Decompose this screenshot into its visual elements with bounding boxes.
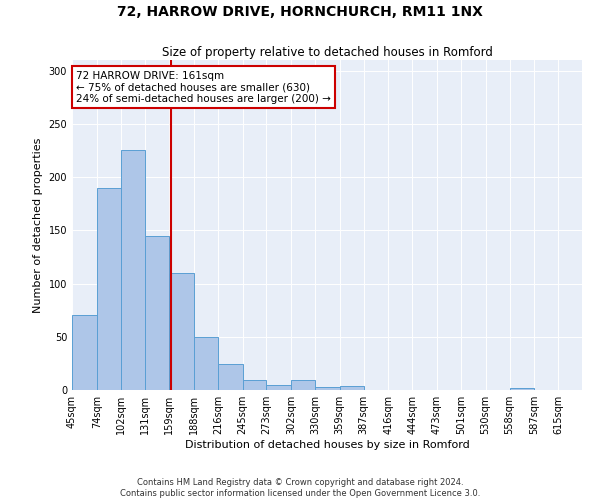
Bar	[315, 387, 340, 390]
Bar	[194, 337, 218, 390]
Text: Contains HM Land Registry data © Crown copyright and database right 2024.
Contai: Contains HM Land Registry data © Crown c…	[120, 478, 480, 498]
Bar	[121, 150, 145, 390]
Y-axis label: Number of detached properties: Number of detached properties	[33, 138, 43, 312]
Bar	[145, 236, 169, 390]
Bar	[218, 364, 242, 390]
Bar	[97, 188, 121, 390]
Bar	[169, 273, 194, 390]
Text: 72 HARROW DRIVE: 161sqm
← 75% of detached houses are smaller (630)
24% of semi-d: 72 HARROW DRIVE: 161sqm ← 75% of detache…	[76, 70, 331, 104]
Title: Size of property relative to detached houses in Romford: Size of property relative to detached ho…	[161, 46, 493, 59]
X-axis label: Distribution of detached houses by size in Romford: Distribution of detached houses by size …	[185, 440, 469, 450]
Bar	[72, 316, 97, 390]
Bar	[509, 388, 534, 390]
Bar	[291, 380, 315, 390]
Bar	[340, 386, 364, 390]
Bar	[266, 384, 291, 390]
Bar	[242, 380, 266, 390]
Text: 72, HARROW DRIVE, HORNCHURCH, RM11 1NX: 72, HARROW DRIVE, HORNCHURCH, RM11 1NX	[117, 5, 483, 19]
